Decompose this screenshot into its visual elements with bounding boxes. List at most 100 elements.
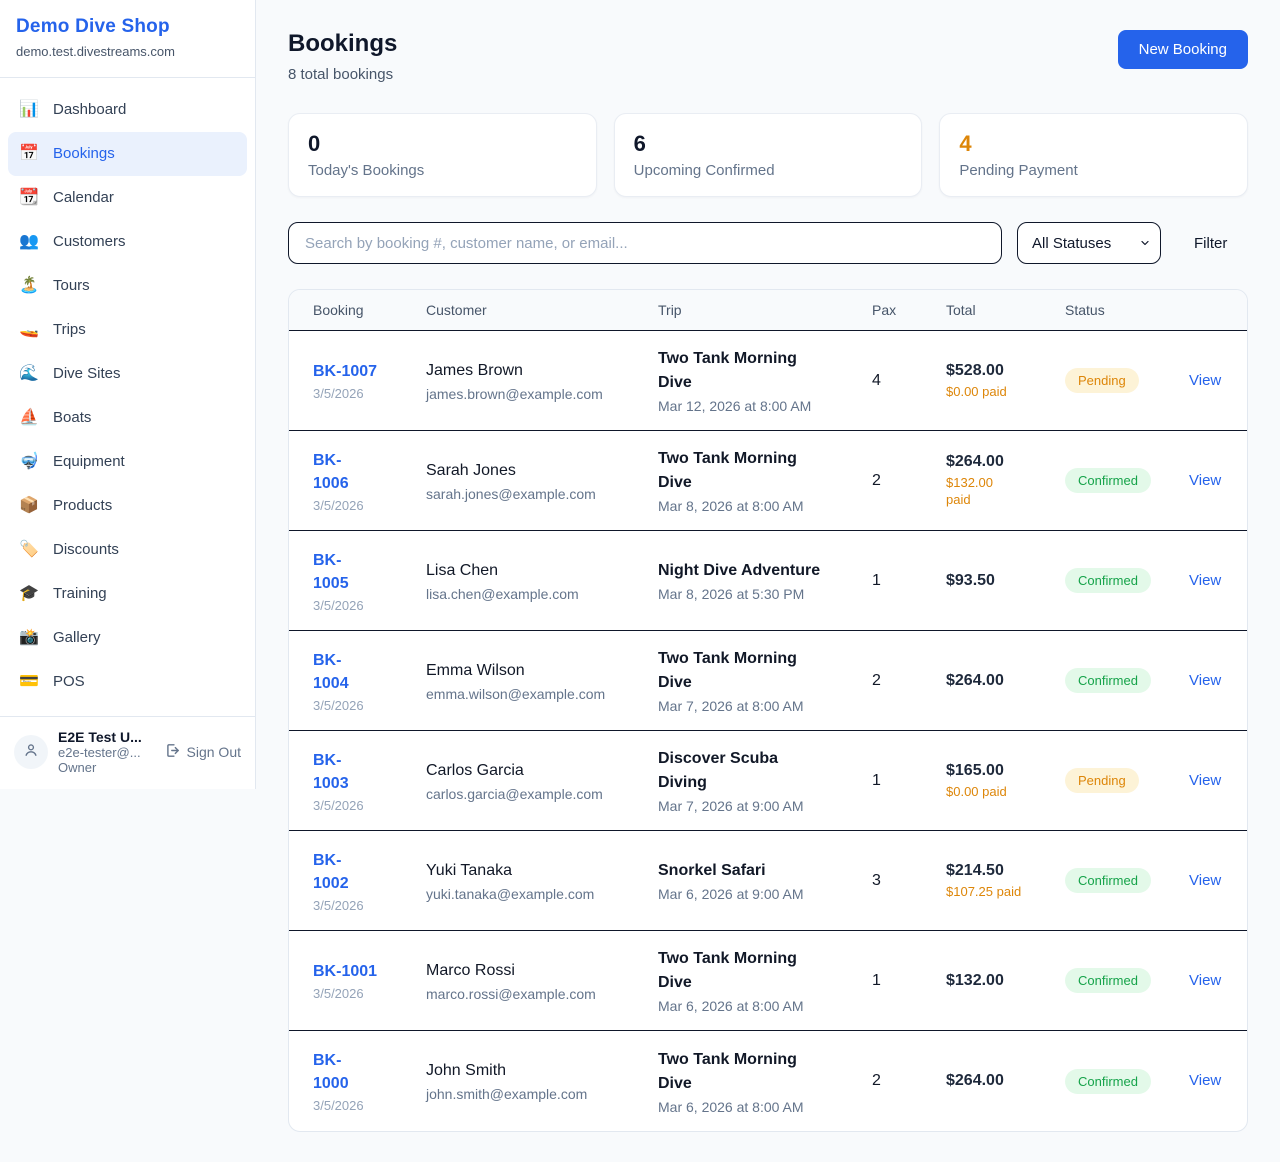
booking-date: 3/5/2026 — [313, 1098, 364, 1113]
sidebar-item-trips[interactable]: 🚤 Trips — [8, 308, 247, 352]
paid-amount: $132.00 paid — [946, 475, 993, 507]
stat-card-2: 4 Pending Payment — [939, 113, 1248, 197]
pax-cell: 4 — [872, 371, 881, 389]
sidebar-item-label: Dive Sites — [53, 365, 121, 382]
view-link[interactable]: View — [1189, 371, 1222, 389]
booking-id-link[interactable]: BK-1007 — [313, 363, 378, 380]
booking-id-link[interactable]: BK- 1000 — [313, 1052, 349, 1092]
booking-id-link[interactable]: BK-1001 — [313, 963, 378, 980]
customer-cell: Emma Wilson emma.wilson@example.com — [426, 660, 658, 702]
new-booking-button[interactable]: New Booking — [1117, 30, 1248, 69]
status-badge: Confirmed — [1065, 668, 1151, 693]
view-link[interactable]: View — [1189, 771, 1222, 789]
training-icon: 🎓 — [19, 585, 39, 602]
products-icon: 📦 — [19, 497, 39, 514]
view-link[interactable]: View — [1189, 671, 1222, 689]
status-badge: Confirmed — [1065, 1068, 1151, 1094]
total-amount: $264.00 — [946, 671, 1004, 689]
sidebar-item-dashboard[interactable]: 📊 Dashboard — [8, 88, 247, 132]
trip-cell: Two Tank Morning Dive Mar 7, 2026 at 8:00 … — [658, 647, 872, 714]
sign-out-button[interactable]: Sign Out — [164, 742, 241, 762]
status-cell: Confirmed — [1065, 1068, 1189, 1094]
status-cell: Confirmed — [1065, 668, 1189, 693]
status-badge: Confirmed — [1065, 468, 1151, 493]
customer-name: Emma Wilson — [426, 661, 525, 679]
view-link[interactable]: View — [1189, 571, 1222, 589]
trip-datetime: Mar 8, 2026 at 8:00 AM — [658, 498, 804, 514]
user-name: E2E Test U... — [58, 729, 142, 745]
status-filter-wrap: All Statuses — [1017, 222, 1161, 264]
pax-cell: 2 — [872, 671, 881, 689]
trip-cell: Two Tank Morning Dive Mar 6, 2026 at 8:00 … — [658, 947, 872, 1014]
sidebar-nav: 📊 Dashboard 📅 Bookings 📆 Calendar 👥 Customers 🏝️… — [0, 78, 255, 716]
total-amount: $528.00 — [946, 361, 1004, 379]
sidebar-item-dive-sites[interactable]: 🌊 Dive Sites — [8, 352, 247, 396]
view-link[interactable]: View — [1189, 971, 1222, 989]
sidebar-item-gallery[interactable]: 📸 Gallery — [8, 616, 247, 660]
total-cell: $165.00 $0.00 paid — [946, 762, 1065, 800]
sidebar-item-equipment[interactable]: 🤿 Equipment — [8, 440, 247, 484]
booking-date: 3/5/2026 — [313, 986, 364, 1001]
booking-id-link[interactable]: BK- 1006 — [313, 451, 349, 492]
paid-amount: $0.00 paid — [946, 383, 1007, 399]
status-cell: Confirmed — [1065, 568, 1189, 593]
customer-name: James Brown — [426, 361, 523, 379]
trip-datetime: Mar 6, 2026 at 9:00 AM — [658, 886, 804, 902]
view-link[interactable]: View — [1189, 871, 1222, 889]
trip-cell: Two Tank Morning Dive Mar 6, 2026 at 8:00 … — [658, 1048, 872, 1115]
status-cell: Confirmed — [1065, 968, 1189, 993]
view-link[interactable]: View — [1189, 471, 1222, 489]
view-link[interactable]: View — [1189, 1072, 1222, 1089]
sidebar-item-label: Training — [53, 585, 107, 602]
customer-email: james.brown@example.com — [426, 385, 603, 402]
boats-icon: ⛵ — [19, 409, 39, 426]
paid-amount: $107.25 paid — [946, 883, 1022, 899]
stat-label: Upcoming Confirmed — [633, 162, 775, 179]
search-input[interactable] — [288, 222, 1002, 264]
booking-id-link[interactable]: BK- 1004 — [313, 651, 349, 692]
booking-date: 3/5/2026 — [313, 597, 364, 613]
table-row: BK- 1002 3/5/2026 Yuki Tanaka yuki.tanaka@ex… — [289, 831, 1247, 931]
booking-date: 3/5/2026 — [313, 797, 364, 813]
trip-datetime: Mar 7, 2026 at 9:00 AM — [658, 798, 804, 814]
sidebar: Demo Dive Shop demo.test.divestreams.com… — [0, 0, 256, 789]
booking-id-link[interactable]: BK- 1005 — [313, 551, 349, 592]
booking-id-link[interactable]: BK- 1003 — [313, 751, 349, 792]
stat-card-0: 0 Today's Bookings — [288, 113, 597, 197]
table-row: BK- 1004 3/5/2026 Emma Wilson emma.wilson@ex… — [289, 631, 1247, 731]
brand-domain: demo.test.divestreams.com — [16, 44, 175, 59]
sidebar-item-label: Calendar — [53, 189, 114, 206]
table-row: BK-1007 3/5/2026 James Brown james.brown@ex… — [289, 331, 1247, 431]
total-amount: $165.00 — [946, 761, 1004, 779]
pax-cell: 3 — [872, 871, 881, 889]
status-filter-select[interactable]: All Statuses — [1017, 222, 1161, 264]
trip-name: Snorkel Safari — [658, 862, 766, 879]
customer-cell: Lisa Chen lisa.chen@example.com — [426, 560, 658, 602]
sidebar-item-training[interactable]: 🎓 Training — [8, 572, 247, 616]
booking-cell: BK-1007 3/5/2026 — [313, 360, 426, 401]
trip-name: Two Tank Morning Dive — [658, 1050, 797, 1092]
sidebar-item-pos[interactable]: 💳 POS — [8, 660, 247, 704]
sidebar-item-bookings[interactable]: 📅 Bookings — [8, 132, 247, 176]
user-role: Owner — [58, 760, 97, 775]
sidebar-item-boats[interactable]: ⛵ Boats — [8, 396, 247, 440]
paid-amount: $0.00 paid — [946, 783, 1007, 799]
sidebar-item-discounts[interactable]: 🏷️ Discounts — [8, 528, 247, 572]
stat-value: 0 — [308, 131, 321, 156]
user-section: E2E Test U... e2e-tester@... Owner Sign … — [0, 716, 255, 789]
booking-id-link[interactable]: BK- 1002 — [313, 851, 349, 892]
total-amount: $264.00 — [946, 1072, 1004, 1089]
customer-email: lisa.chen@example.com — [426, 585, 579, 602]
sidebar-item-customers[interactable]: 👥 Customers — [8, 220, 247, 264]
stat-card-1: 6 Upcoming Confirmed — [613, 113, 923, 197]
discounts-icon: 🏷️ — [19, 541, 39, 558]
table-row: BK- 1003 3/5/2026 Carlos Garcia carlos.garci… — [289, 731, 1247, 831]
sidebar-item-tours[interactable]: 🏝️ Tours — [8, 264, 247, 308]
sidebar-item-calendar[interactable]: 📆 Calendar — [8, 176, 247, 220]
filter-button[interactable]: Filter — [1194, 234, 1228, 252]
sidebar-item-products[interactable]: 📦 Products — [8, 484, 247, 528]
customer-email: yuki.tanaka@example.com — [426, 885, 595, 902]
customer-email: marco.rossi@example.com — [426, 985, 596, 1002]
trip-name: Two Tank Morning Dive — [658, 650, 797, 691]
trip-name: Two Tank Morning Dive — [658, 450, 797, 491]
